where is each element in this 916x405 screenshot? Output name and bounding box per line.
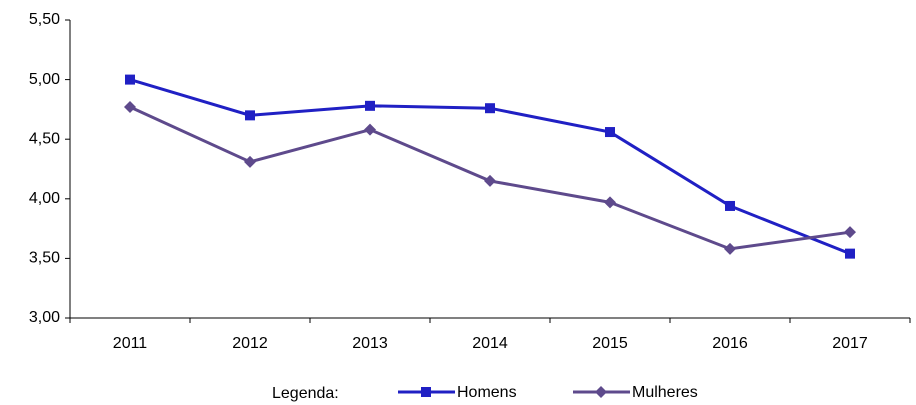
y-tick-label: 5,50 bbox=[29, 11, 60, 28]
legend-marker bbox=[421, 387, 431, 397]
x-tick-label: 2015 bbox=[592, 335, 628, 352]
data-point bbox=[125, 74, 135, 85]
y-tick-label: 5,00 bbox=[29, 71, 60, 88]
x-tick-label: 2011 bbox=[113, 335, 148, 352]
data-point bbox=[485, 103, 495, 114]
data-point bbox=[724, 242, 736, 255]
x-tick-label: 2012 bbox=[232, 335, 268, 352]
data-point bbox=[245, 110, 255, 121]
data-point bbox=[244, 155, 256, 168]
legend-title: Legenda: bbox=[272, 385, 339, 402]
y-tick-label: 4,00 bbox=[29, 190, 60, 207]
data-point bbox=[605, 127, 615, 138]
legend-marker bbox=[595, 386, 607, 398]
y-tick-label: 3,00 bbox=[29, 309, 60, 326]
x-tick-label: 2017 bbox=[832, 335, 868, 352]
data-point bbox=[364, 123, 376, 136]
y-tick-label: 4,50 bbox=[29, 130, 60, 147]
data-point bbox=[604, 196, 616, 209]
data-point bbox=[845, 248, 855, 259]
legend-label: Mulheres bbox=[632, 384, 698, 401]
data-point bbox=[365, 100, 375, 111]
x-tick-label: 2014 bbox=[472, 335, 508, 352]
data-point bbox=[124, 101, 136, 114]
x-tick-label: 2016 bbox=[712, 335, 748, 352]
legend-label: Homens bbox=[457, 384, 517, 401]
data-point bbox=[725, 200, 735, 211]
data-point bbox=[844, 226, 856, 239]
y-tick-label: 3,50 bbox=[29, 250, 60, 267]
x-tick-label: 2013 bbox=[352, 335, 388, 352]
data-point bbox=[484, 174, 496, 187]
